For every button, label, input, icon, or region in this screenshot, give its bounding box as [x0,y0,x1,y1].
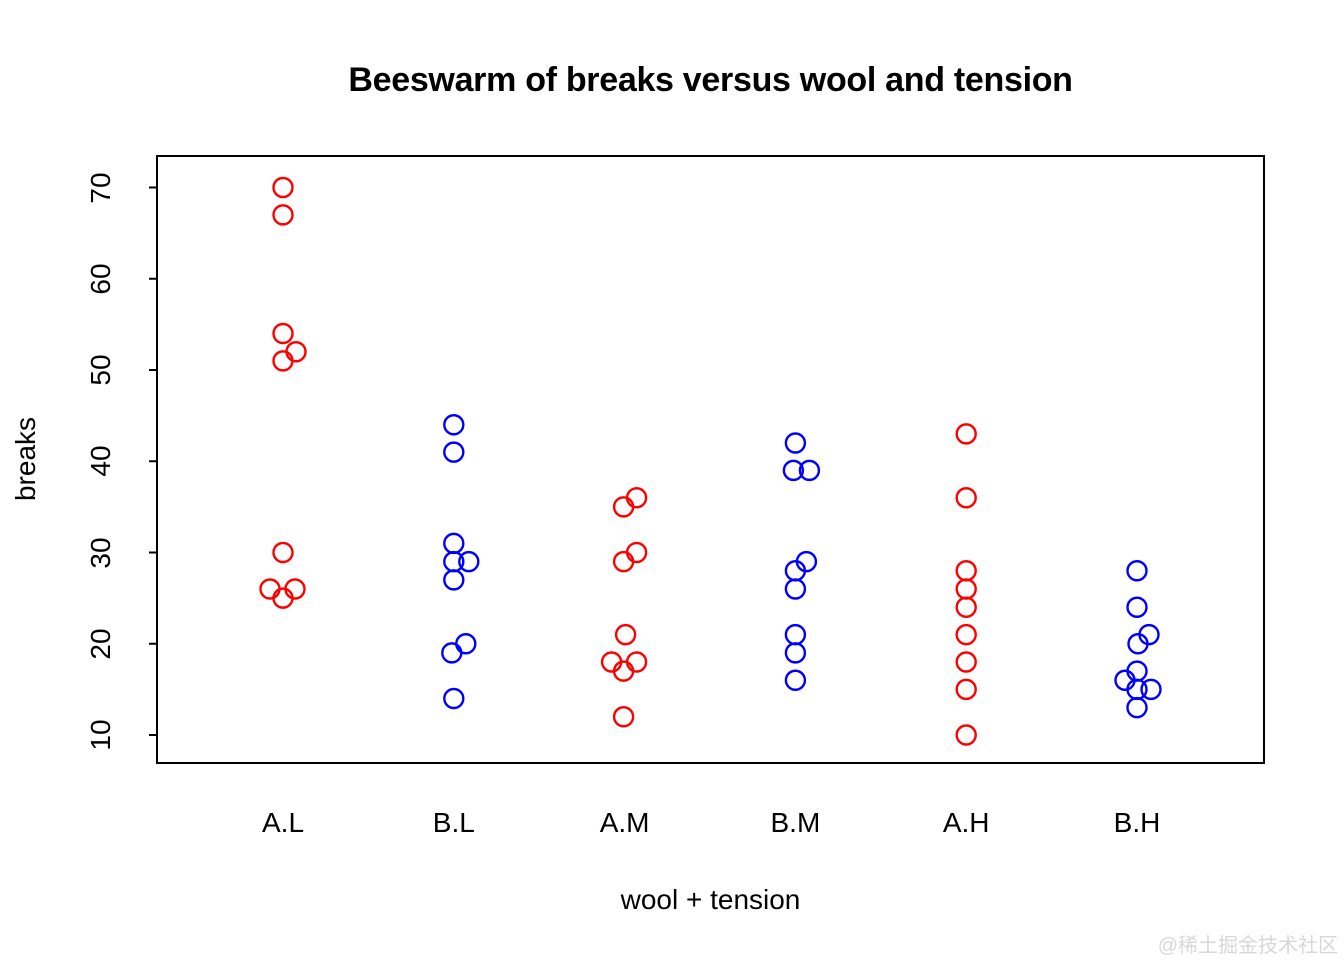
data-point-A.H-26 [955,578,977,600]
data-point-B.H-24 [1126,596,1148,618]
y-tick-label: 60 [85,263,116,295]
x-category-label-A.H: A.H [942,807,990,838]
data-point-B.L-44 [443,414,465,436]
y-tick-label: 70 [85,171,116,204]
data-point-A.H-28 [955,560,977,582]
data-point-B.L-29 [458,550,480,573]
data-point-B.H-13 [1126,696,1148,719]
data-point-B.H-28 [1126,560,1148,582]
data-point-A.H-10 [955,724,977,746]
y-tick-label: 40 [85,445,116,477]
data-point-A.H-36 [955,487,977,509]
y-tick-label: 50 [85,354,116,386]
data-point-A.M-17 [612,660,635,682]
data-point-B.M-19 [784,642,807,664]
data-point-B.M-26 [784,578,807,600]
data-point-A.M-18 [625,651,648,673]
data-point-A.M-36 [625,487,648,509]
data-point-B.M-39 [798,459,821,482]
x-category-label-B.M: B.M [770,807,821,838]
data-point-A.H-18 [955,651,977,673]
data-point-B.L-31 [443,532,465,555]
x-axis-label: wool + tension [620,884,801,915]
data-point-A.L-70 [272,176,294,199]
data-point-B.L-27 [443,569,465,591]
data-point-A.L-51 [272,350,294,372]
data-point-B.M-39 [782,459,805,482]
watermark: @稀土掘金技术社区 [1157,935,1338,957]
x-category-label-A.M: A.M [599,807,650,838]
data-point-A.H-15 [955,678,977,701]
data-point-B.M-16 [784,669,807,691]
data-point-B.H-20 [1127,633,1149,655]
data-point-A.H-43 [955,423,977,445]
data-point-A.M-29 [612,550,635,573]
data-point-A.M-21 [614,623,637,646]
y-tick-label: 20 [85,628,116,660]
x-category-label-B.L: B.L [432,807,475,838]
data-point-A.L-52 [285,341,307,363]
data-point-A.H-21 [955,623,977,646]
data-point-B.L-41 [443,441,465,463]
data-point-A.L-54 [272,322,294,345]
x-category-label-B.H: B.H [1113,807,1161,838]
data-point-A.L-67 [272,204,294,226]
data-point-B.L-19 [441,642,463,664]
x-category-label-A.L: A.L [261,807,305,838]
data-point-A.M-30 [625,541,648,564]
data-point-B.L-14 [443,687,465,710]
data-point-B.M-21 [784,623,807,646]
y-tick-label: 30 [85,536,116,569]
y-axis-label: breaks [10,416,41,502]
data-point-B.H-15 [1140,678,1162,701]
data-point-A.L-26 [259,578,281,600]
data-point-A.H-24 [955,596,977,618]
plot-border [156,155,1265,764]
data-point-A.M-35 [612,496,635,518]
data-point-B.M-42 [784,432,807,454]
data-point-A.L-25 [272,587,294,609]
data-point-B.L-20 [455,633,477,655]
data-point-A.M-12 [612,706,635,728]
chart-title: Beeswarm of breaks versus wool and tensi… [348,61,1073,99]
y-tick-label: 10 [85,719,116,751]
data-point-A.L-30 [272,541,294,564]
